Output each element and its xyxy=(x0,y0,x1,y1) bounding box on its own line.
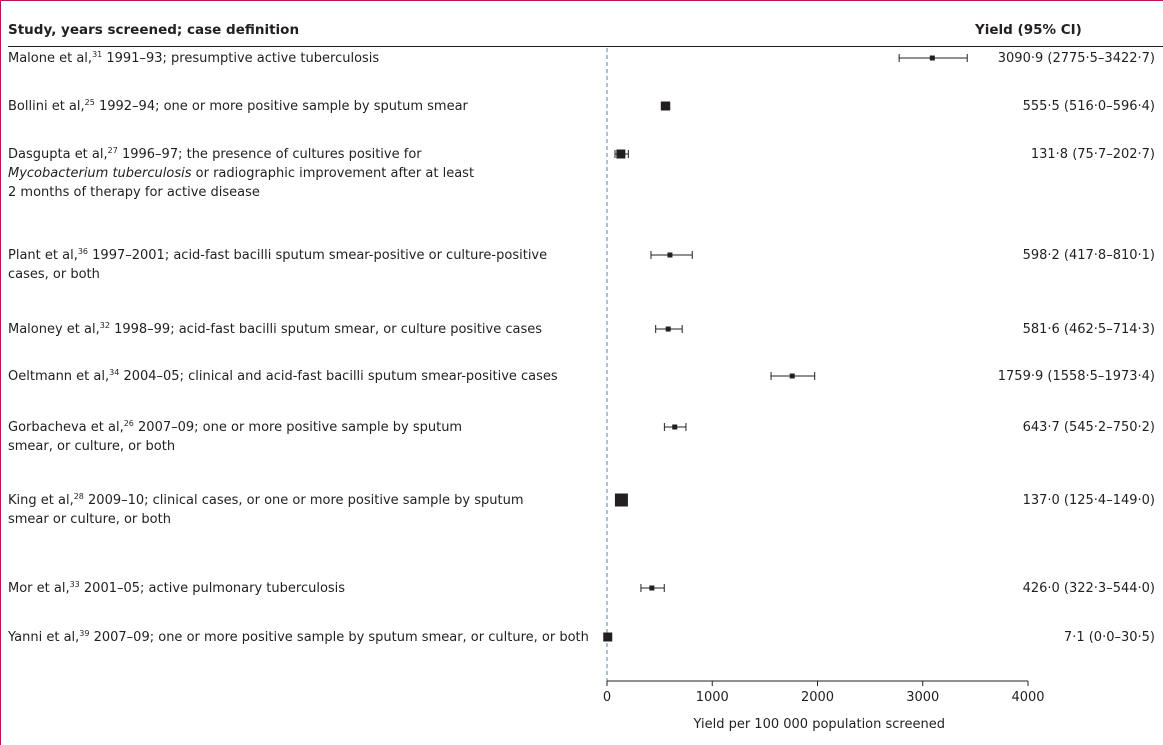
x-tick-label: 1000 xyxy=(696,690,729,705)
point-estimate xyxy=(660,101,670,111)
case-definition: 1996–97; the presence of cultures positi… xyxy=(117,147,422,162)
case-definition-line: cases, or both xyxy=(8,267,100,282)
case-definition-line: 2 months of therapy for active disease xyxy=(8,185,260,200)
case-definition: 2007–09; one or more positive sample by … xyxy=(133,420,463,435)
study-row-label: Malone et al,31 1991–93; presumptive act… xyxy=(8,49,379,68)
x-tick-label: 0 xyxy=(603,690,611,705)
yield-value: 598·2 (417·8–810·1) xyxy=(1022,248,1155,263)
study-row-label: Yanni et al,39 2007–09; one or more posi… xyxy=(8,628,589,647)
x-tick-label: 2000 xyxy=(801,690,834,705)
yield-value: 7·1 (0·0–30·5) xyxy=(1063,630,1155,645)
study-author: Mor et al, xyxy=(8,581,70,596)
case-definition-line: smear or culture, or both xyxy=(8,512,171,527)
case-definition-italic: Mycobacterium tuberculosis xyxy=(8,166,192,181)
point-estimate xyxy=(616,149,626,159)
case-definition: 2001–05; active pulmonary tuberculosis xyxy=(79,581,346,596)
study-author: Maloney et al, xyxy=(8,322,100,337)
header-rule xyxy=(8,46,1163,47)
yield-value: 581·6 (462·5–714·3) xyxy=(1022,322,1155,337)
case-definition: 1991–93; presumptive active tuberculosis xyxy=(102,51,380,66)
yield-value: 426·0 (322·3–544·0) xyxy=(1022,581,1155,596)
point-estimate xyxy=(929,55,935,61)
point-estimate xyxy=(603,632,613,642)
reference-number: 32 xyxy=(99,321,110,330)
reference-number: 39 xyxy=(79,629,90,638)
reference-number: 33 xyxy=(69,580,80,589)
study-author: Bollini et al, xyxy=(8,99,85,114)
point-estimate xyxy=(649,585,655,591)
yield-value: 1759·9 (1558·5–1973·4) xyxy=(997,369,1155,384)
study-row-label: Dasgupta et al,27 1996–97; the presence … xyxy=(8,145,474,202)
reference-number: 27 xyxy=(107,146,118,155)
study-author: Yanni et al, xyxy=(8,630,80,645)
study-row-label: Maloney et al,32 1998–99; acid-fast baci… xyxy=(8,320,542,339)
study-row-label: King et al,28 2009–10; clinical cases, o… xyxy=(8,491,524,529)
reference-number: 25 xyxy=(84,98,95,107)
case-definition: 2009–10; clinical cases, or one or more … xyxy=(83,493,524,508)
yield-value: 131·8 (75·7–202·7) xyxy=(1030,147,1155,162)
study-author: Dasgupta et al, xyxy=(8,147,108,162)
reference-number: 28 xyxy=(73,492,84,501)
study-row-label: Plant et al,36 1997–2001; acid-fast baci… xyxy=(8,246,547,284)
reference-number: 26 xyxy=(123,419,134,428)
case-definition-line: or radiographic improvement after at lea… xyxy=(191,166,475,181)
x-tick-label: 3000 xyxy=(906,690,939,705)
study-row-label: Gorbacheva et al,26 2007–09; one or more… xyxy=(8,418,462,456)
study-column-header: Study, years screened; case definition xyxy=(8,22,300,38)
point-estimate xyxy=(789,373,795,379)
study-author: King et al, xyxy=(8,493,74,508)
yield-value: 643·7 (545·2–750·2) xyxy=(1022,420,1155,435)
reference-number: 34 xyxy=(109,368,120,377)
yield-value: 555·5 (516·0–596·4) xyxy=(1022,99,1155,114)
yield-column-header: Yield (95% CI) xyxy=(975,22,1082,38)
x-axis-title: Yield per 100 000 population screened xyxy=(693,717,945,732)
study-author: Plant et al, xyxy=(8,248,78,263)
study-author: Gorbacheva et al, xyxy=(8,420,124,435)
study-row-label: Mor et al,33 2001–05; active pulmonary t… xyxy=(8,579,345,598)
study-row-label: Bollini et al,25 1992–94; one or more po… xyxy=(8,97,468,116)
yield-value: 137·0 (125·4–149·0) xyxy=(1022,493,1155,508)
case-definition: 2004–05; clinical and acid-fast bacilli … xyxy=(119,369,558,384)
reference-number: 36 xyxy=(77,247,89,256)
reference-number: 31 xyxy=(92,50,103,59)
point-estimate xyxy=(672,424,678,430)
case-definition: 2007–09; one or more positive sample by … xyxy=(89,630,589,645)
case-definition-line: smear, or culture, or both xyxy=(8,439,176,454)
study-author: Malone et al, xyxy=(8,51,93,66)
study-author: Oeltmann et al, xyxy=(8,369,110,384)
yield-value: 3090·9 (2775·5–3422·7) xyxy=(997,51,1155,66)
case-definition: 1998–99; acid-fast bacilli sputum smear,… xyxy=(109,322,543,337)
table-header: Study, years screened; case definition Y… xyxy=(8,18,1163,46)
case-definition: 1997–2001; acid-fast bacilli sputum smea… xyxy=(88,248,548,263)
point-estimate xyxy=(665,326,671,332)
case-definition: 1992–94; one or more positive sample by … xyxy=(94,99,468,114)
point-estimate xyxy=(614,493,628,507)
point-estimate xyxy=(667,252,673,258)
x-tick-label: 4000 xyxy=(1011,690,1044,705)
study-row-label: Oeltmann et al,34 2004–05; clinical and … xyxy=(8,367,558,386)
